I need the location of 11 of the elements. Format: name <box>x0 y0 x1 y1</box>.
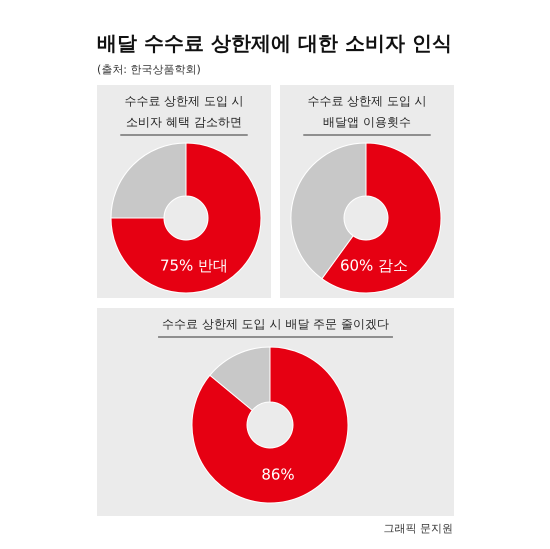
data-label: 86% <box>261 465 295 484</box>
chart-title: 수수료 상한제 도입 시 배달앱 이용횟수 <box>307 94 427 129</box>
text: 배달 수수료 상한제에 대한 소비자 인식 <box>97 31 452 55</box>
text: 그래픽 문지원 <box>384 522 453 535</box>
data-label: 75% 반대 <box>160 256 228 274</box>
chart-title: 수수료 상한제 도입 시 소비자 혜택 감소하면 <box>124 94 244 129</box>
data-label: 60% 감소 <box>340 256 408 274</box>
chart-title: 수수료 상한제 도입 시 배달 주문 줄이겠다 <box>162 317 389 331</box>
donut-slice <box>110 142 262 294</box>
donut-slice <box>192 346 348 504</box>
text: (출처: 한국상품학회) <box>97 63 201 76</box>
